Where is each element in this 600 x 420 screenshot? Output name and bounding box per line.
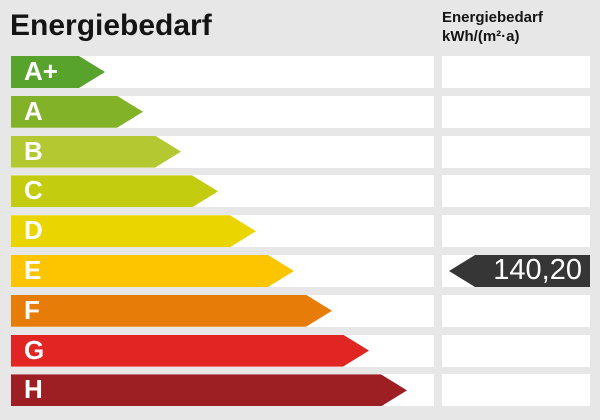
band-arrow-h: H	[11, 374, 407, 406]
band-label: C	[24, 175, 43, 206]
scale-row: H	[0, 374, 600, 407]
value-cell	[442, 95, 590, 128]
value-cell	[442, 215, 590, 248]
unit-header-line2: kWh/(m²·a)	[442, 28, 520, 45]
scale-row: C	[0, 175, 600, 208]
value-cell	[442, 56, 590, 88]
band-arrow-e: E	[11, 255, 294, 287]
band-label: F	[24, 294, 40, 325]
unit-header: Energiebedarf kWh/(m²·a)	[442, 8, 543, 46]
band-label: A	[24, 95, 43, 126]
band-label: E	[24, 254, 42, 285]
unit-header-line1: Energiebedarf	[442, 9, 543, 26]
band-label: G	[24, 334, 45, 365]
scale-row: F	[0, 294, 600, 327]
value-cell	[442, 374, 590, 407]
value-label: 140,20	[493, 253, 582, 286]
value-cell	[442, 334, 590, 367]
page-title: Energiebedarf	[10, 9, 212, 42]
scale-row: A+	[0, 56, 600, 88]
band-arrow-g: G	[11, 335, 369, 367]
band-label: B	[24, 135, 43, 166]
band-arrow-d: D	[11, 215, 256, 247]
scale-row: A	[0, 95, 600, 128]
scale-row: G	[0, 334, 600, 367]
rating-scale: A+ A B C D	[0, 56, 600, 407]
scale-row: B	[0, 135, 600, 168]
value-cell	[442, 175, 590, 208]
band-label: A+	[24, 56, 58, 86]
band-arrow-a: A	[11, 96, 143, 128]
value-arrow: 140,20	[449, 255, 590, 287]
band-label: D	[24, 215, 43, 246]
scale-row: D	[0, 215, 600, 248]
band-arrow-f: F	[11, 295, 332, 327]
band-arrow-b: B	[11, 136, 181, 168]
band-arrow-c: C	[11, 175, 218, 207]
value-cell	[442, 294, 590, 327]
value-cell	[442, 135, 590, 168]
band-label: H	[24, 374, 43, 405]
